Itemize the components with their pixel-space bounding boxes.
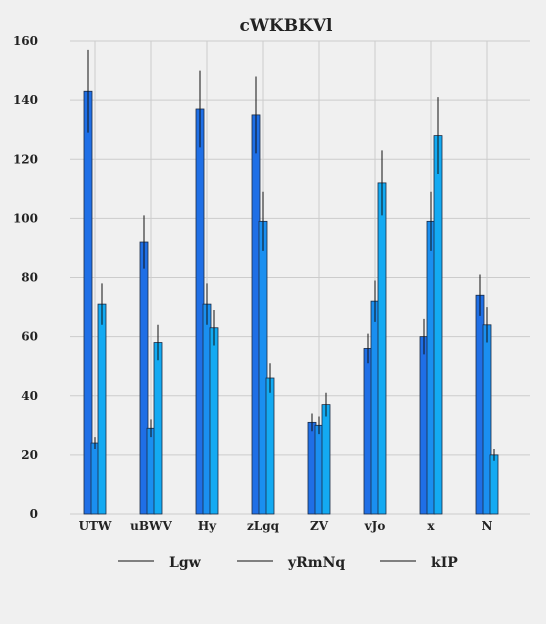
x-tick-label: uBWV (130, 519, 172, 533)
x-tick-label: x (427, 519, 435, 533)
x-tick-label: vJo (364, 519, 386, 533)
bar-kIP-vJo (377, 182, 387, 515)
x-axis-ticks: UTW uBWV Hy zLgq ZV vJo x N (79, 519, 493, 533)
y-tick-label: 100 (13, 211, 38, 225)
bar-kIP-x (433, 135, 443, 515)
legend-label-yRmNq: yRmNq (287, 555, 345, 571)
x-tick-label: UTW (79, 519, 112, 533)
bar-kIP-zLgq (265, 377, 275, 515)
x-tick-label: zLgq (247, 519, 280, 533)
x-tick-label: N (482, 519, 493, 533)
x-tick-label: ZV (310, 519, 329, 533)
y-tick-label: 140 (13, 93, 38, 107)
legend-label-Lgw: Lgw (169, 555, 202, 571)
y-tick-label: 120 (13, 152, 38, 166)
y-tick-label: 40 (21, 389, 38, 403)
error-bars (87, 49, 495, 461)
y-tick-label: 0 (30, 507, 38, 521)
chart-title: cWKBKVl (239, 16, 333, 36)
legend: Lgw yRmNq kIP (118, 555, 458, 571)
bar-kIP-ZV (321, 404, 331, 515)
y-tick-label: 60 (21, 330, 38, 344)
x-tick-label: Hy (198, 519, 217, 533)
y-tick-label: 160 (13, 34, 38, 48)
bar-kIP-N (489, 454, 499, 515)
bar-kIP-UTW (97, 303, 107, 515)
legend-label-kIP: kIP (431, 555, 458, 571)
grid-lines (70, 40, 530, 515)
bars (83, 90, 499, 515)
bar-kIP-Hy (209, 327, 219, 515)
bar-kIP-uBWV (153, 342, 163, 515)
y-axis-ticks: 0 20 40 60 80 100 120 140 160 (13, 34, 38, 521)
y-tick-label: 20 (21, 448, 38, 462)
y-tick-label: 80 (21, 271, 38, 285)
